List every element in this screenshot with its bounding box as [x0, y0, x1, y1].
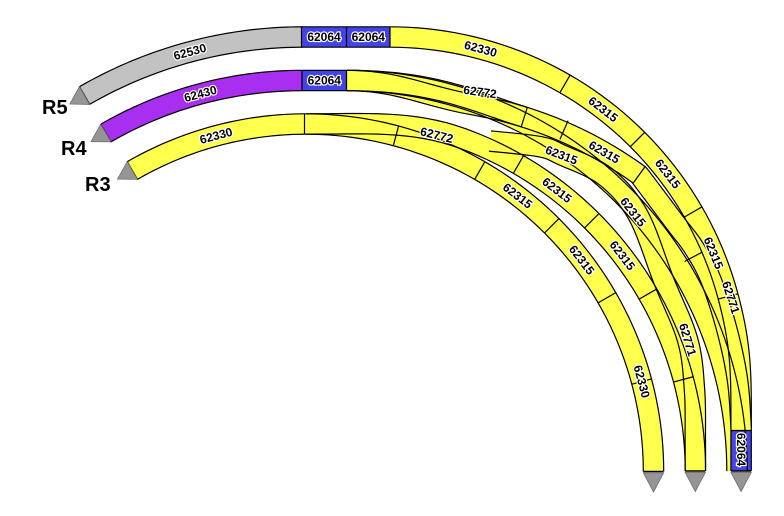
svg-text:62064: 62064 — [308, 74, 342, 88]
svg-text:R4: R4 — [61, 138, 87, 160]
svg-text:62064: 62064 — [734, 433, 748, 467]
svg-text:R5: R5 — [42, 97, 68, 119]
svg-text:62064: 62064 — [307, 30, 341, 44]
svg-text:62772: 62772 — [463, 83, 498, 102]
svg-text:R3: R3 — [85, 174, 111, 196]
svg-text:62064: 62064 — [352, 30, 386, 44]
